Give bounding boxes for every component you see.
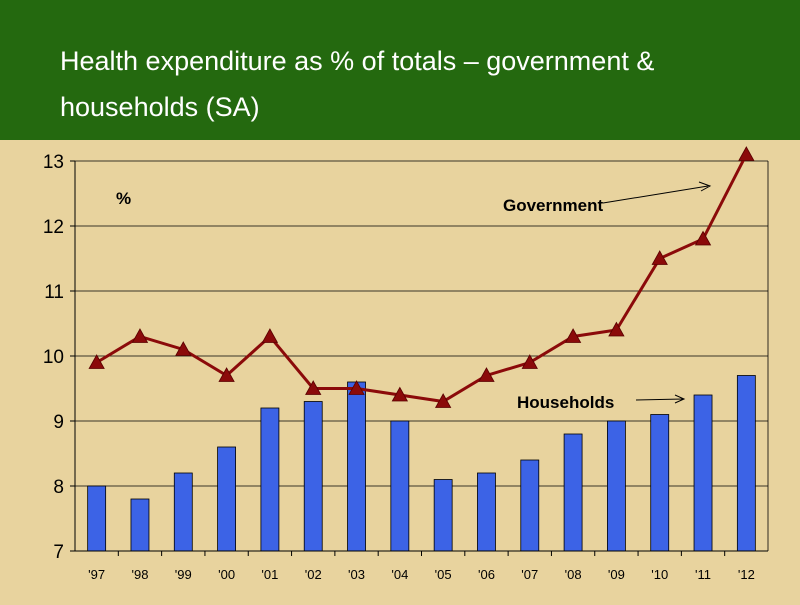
y-tick-labels: 7 8 9 10 11 12 13 (43, 152, 75, 563)
x-tick-label: '12 (738, 567, 755, 582)
government-point (131, 328, 149, 343)
x-tick-labels: '97 '98 '99 '00 '01 '02 '03 '04 '05 '06 '07 '08 '09 '… (88, 551, 755, 582)
households-bar (736, 375, 756, 552)
x-tick-label: '06 (478, 567, 495, 582)
households-bar (173, 472, 193, 552)
slide-title: Health expenditure as % of totals – gove… (60, 46, 655, 122)
government-point (478, 367, 495, 382)
government-point (564, 328, 582, 343)
households-annotation-label: Households (517, 393, 614, 412)
y-tick-label: 10 (43, 347, 64, 368)
x-tick-label: '11 (695, 567, 711, 582)
households-bar (347, 381, 366, 552)
y-tick-label: 13 (43, 152, 64, 173)
x-tick-label: '02 (305, 567, 322, 582)
x-tick-label: '01 (261, 567, 278, 582)
x-tick-label: '98 (131, 567, 148, 582)
government-point (738, 146, 755, 161)
government-point (694, 230, 712, 246)
government-point (261, 328, 279, 343)
government-annotation-arrow (602, 185, 709, 204)
government-point (88, 354, 105, 369)
y-tick-label: 11 (44, 282, 64, 303)
government-point (651, 250, 668, 265)
x-tick-label: '09 (608, 567, 625, 582)
x-tick-label: '03 (348, 567, 365, 582)
households-arrow-head (674, 394, 686, 404)
y-tick-label: 7 (53, 542, 64, 563)
government-arrow-head (698, 181, 712, 192)
government-annotation: Government (503, 181, 712, 215)
households-annotation: Households (517, 393, 686, 412)
x-tick-label: '97 (88, 567, 105, 582)
households-bar (693, 394, 713, 552)
government-point (608, 321, 625, 337)
y-tick-label: 8 (53, 477, 64, 498)
households-bar (217, 446, 236, 552)
y-axis-unit-label: % (116, 189, 131, 208)
x-tick-label: '99 (175, 567, 192, 582)
households-bar (87, 485, 107, 552)
households-bar (130, 498, 150, 552)
government-point (175, 341, 192, 356)
households-bar (390, 420, 410, 552)
x-tick-label: '00 (218, 567, 235, 582)
households-bar (607, 420, 626, 552)
chart-area: 7 8 9 10 11 12 13 '97'98'99'00'01'02'03'04'05 '… (0, 140, 800, 600)
government-annotation-label: Government (503, 196, 603, 215)
households-bars (87, 375, 756, 552)
government-point (348, 380, 365, 395)
government-point (218, 367, 235, 382)
households-bar (433, 479, 453, 552)
households-bar (303, 401, 323, 552)
x-tick-label: '04 (391, 567, 408, 582)
government-point (305, 380, 322, 395)
government-point (391, 386, 409, 402)
x-tick-label: '07 (521, 567, 538, 582)
households-bar (563, 433, 583, 552)
title-banner: Health expenditure as % of totals – gove… (0, 0, 800, 140)
households-bar (520, 459, 540, 552)
households-bar (260, 407, 280, 552)
households-bar (650, 414, 670, 552)
x-tick-label: '10 (651, 567, 668, 582)
government-line (88, 146, 755, 408)
households-bar (477, 472, 496, 552)
y-tick-label: 9 (53, 412, 64, 433)
government-series-line (95, 153, 748, 404)
government-point (434, 393, 452, 408)
x-tick-label: '08 (565, 567, 582, 582)
y-tick-label: 12 (43, 217, 64, 238)
x-tick-label: '05 (435, 567, 452, 582)
households-annotation-arrow (635, 398, 684, 401)
government-point (521, 354, 538, 369)
